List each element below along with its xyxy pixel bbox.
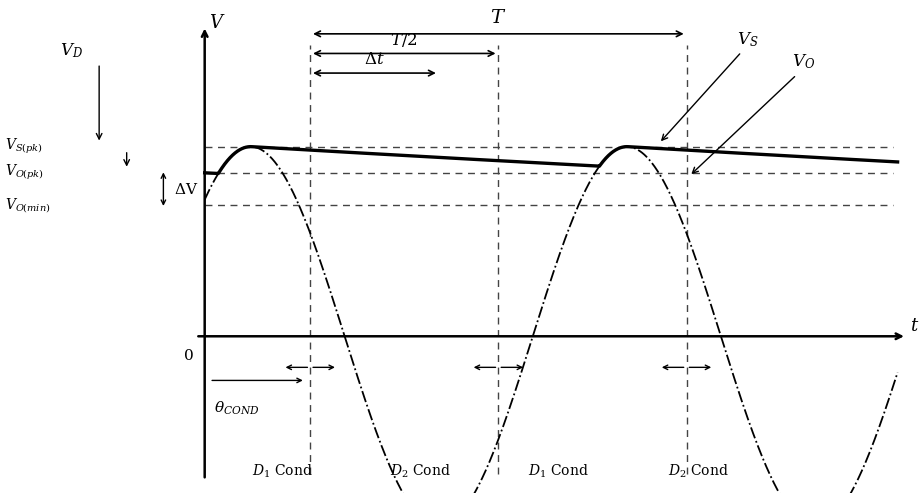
Text: $V_{O(min)}$: $V_{O(min)}$ (5, 196, 50, 215)
Text: $D_2$ Cond: $D_2$ Cond (390, 462, 451, 480)
Text: $V_S$: $V_S$ (737, 30, 759, 49)
Text: $V_O$: $V_O$ (792, 53, 815, 71)
Text: $D_2$ Cond: $D_2$ Cond (668, 462, 729, 480)
Text: $T/2$: $T/2$ (390, 31, 418, 49)
Text: $D_1$ Cond: $D_1$ Cond (528, 462, 589, 480)
Text: $V$: $V$ (209, 14, 225, 32)
Text: $0$: $0$ (183, 348, 194, 363)
Text: $t$: $t$ (909, 316, 918, 335)
Text: $V_{O(pk)}$: $V_{O(pk)}$ (5, 163, 43, 183)
Text: $\Delta$V: $\Delta$V (175, 182, 199, 196)
Text: $D_1$ Cond: $D_1$ Cond (252, 462, 313, 480)
Text: $T$: $T$ (491, 9, 506, 27)
Text: $V_{S(pk)}$: $V_{S(pk)}$ (5, 137, 43, 156)
Text: $\theta_{COND}$: $\theta_{COND}$ (213, 400, 260, 418)
Text: $\Delta t$: $\Delta t$ (364, 51, 384, 68)
Text: $V_D$: $V_D$ (60, 41, 83, 60)
